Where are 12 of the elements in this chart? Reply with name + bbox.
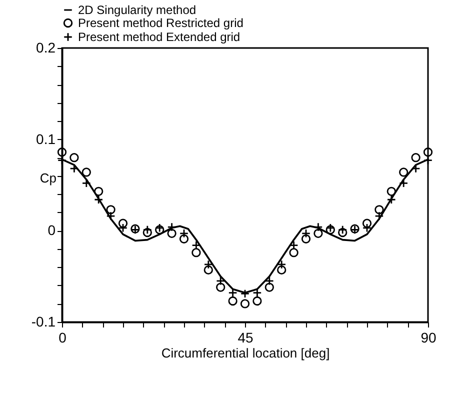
legend-label: Present method Restricted grid	[78, 16, 244, 30]
y-tick-label: -0.1	[31, 314, 56, 330]
legend-label: Present method Extended grid	[78, 30, 240, 44]
x-tick-label: 45	[238, 330, 254, 346]
y-tick-label: 0.1	[36, 130, 56, 147]
y-tick-label: 0.2	[36, 40, 56, 56]
x-axis-title: Circumferential location [deg]	[161, 346, 330, 360]
y-axis-title: Cp	[40, 170, 56, 186]
x-tick-label: 90	[420, 330, 436, 346]
legend-label: 2D Singularity method	[78, 3, 196, 17]
x-tick-label: 0	[58, 330, 67, 346]
y-tick-label: 0	[48, 222, 56, 238]
